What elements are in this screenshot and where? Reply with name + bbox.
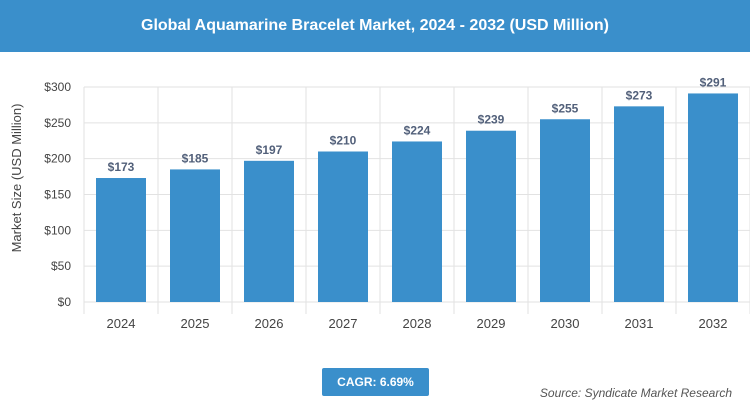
x-tick-label-2031: 2031 xyxy=(625,316,654,331)
data-label-2030: $255 xyxy=(552,101,579,115)
data-label-2027: $210 xyxy=(330,134,357,148)
x-tick-label-2025: 2025 xyxy=(181,316,210,331)
x-tick-label-2032: 2032 xyxy=(699,316,728,331)
x-tick-label-2028: 2028 xyxy=(403,316,432,331)
data-label-2025: $185 xyxy=(182,151,209,165)
bar-2027 xyxy=(318,151,368,302)
bar-2028 xyxy=(392,141,442,302)
data-label-2029: $239 xyxy=(478,113,505,127)
data-labels: $173 $185 $197 $210 $224 $239 $255 $273 $291 xyxy=(108,75,727,174)
x-tick-label-2024: 2024 xyxy=(107,316,136,331)
source-note: Source: Syndicate Market Research xyxy=(539,386,732,400)
x-tick-label-2030: 2030 xyxy=(551,316,580,331)
bar-2025 xyxy=(170,169,220,302)
bar-2026 xyxy=(244,160,294,302)
bar-chart: Market Size (USD Million) $0$50$100$150$… xyxy=(9,75,750,331)
bar-2032 xyxy=(688,93,738,302)
y-tick-label: $100 xyxy=(44,223,71,237)
chart-title-bar: Global Aquamarine Bracelet Market, 2024 … xyxy=(0,0,750,52)
y-tick-label: $250 xyxy=(44,116,71,130)
x-tick-label-2029: 2029 xyxy=(477,316,506,331)
bars xyxy=(96,93,738,302)
y-tick-label: $200 xyxy=(44,152,71,166)
x-tick-label-2026: 2026 xyxy=(255,316,284,331)
y-tick-label: $150 xyxy=(44,188,71,202)
y-axis-title: Market Size (USD Million) xyxy=(9,104,24,253)
y-tick-label: $0 xyxy=(58,295,72,309)
y-tick-label: $300 xyxy=(44,80,71,94)
data-label-2032: $291 xyxy=(700,75,727,89)
bar-2031 xyxy=(614,106,664,302)
data-label-2024: $173 xyxy=(108,160,135,174)
bar-2024 xyxy=(96,178,146,302)
x-tick-label-2027: 2027 xyxy=(329,316,358,331)
y-axis-ticks: $0 $50 $100 $150 $200 $250 $300 xyxy=(44,80,71,309)
y-tick-label: $50 xyxy=(51,259,71,273)
bar-2029 xyxy=(466,130,516,302)
x-axis-ticks: 2024 2025 2026 2027 2028 2029 2030 2031 2032 xyxy=(107,316,728,331)
data-label-2031: $273 xyxy=(626,88,653,102)
cagr-badge: CAGR: 6.69% xyxy=(322,368,429,396)
chart-title: Global Aquamarine Bracelet Market, 2024 … xyxy=(141,17,609,34)
data-label-2028: $224 xyxy=(404,123,431,137)
bar-2030 xyxy=(540,119,590,302)
data-label-2026: $197 xyxy=(256,143,283,157)
